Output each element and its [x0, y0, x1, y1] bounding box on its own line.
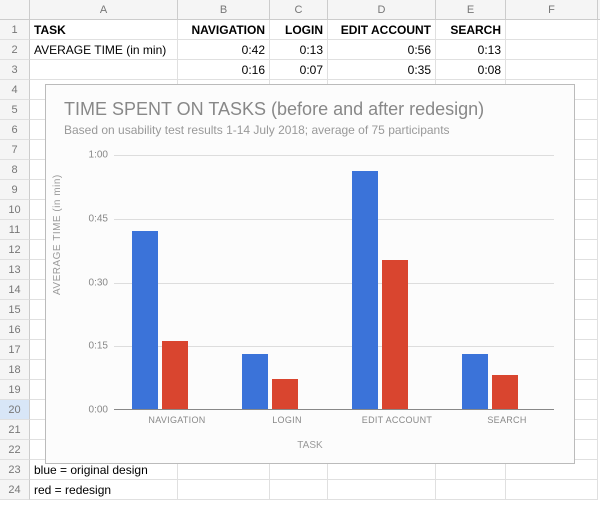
cell-A2[interactable]: AVERAGE TIME (in min) [30, 40, 178, 60]
cell-C2[interactable]: 0:13 [270, 40, 328, 60]
bar-redesign[interactable] [382, 260, 408, 409]
row-header-13[interactable]: 13 [0, 260, 30, 280]
row-header-1[interactable]: 1 [0, 20, 30, 40]
cell-F1[interactable] [506, 20, 598, 40]
row-header-19[interactable]: 19 [0, 380, 30, 400]
row-header-7[interactable]: 7 [0, 140, 30, 160]
cell-B3[interactable]: 0:16 [178, 60, 270, 80]
col-A[interactable]: A [30, 0, 178, 19]
bar-original[interactable] [132, 231, 158, 410]
cell-D2[interactable]: 0:56 [328, 40, 436, 60]
cell-F2[interactable] [506, 40, 598, 60]
row-header-21[interactable]: 21 [0, 420, 30, 440]
chart-subtitle: Based on usability test results 1-14 Jul… [64, 123, 450, 137]
cell-E24[interactable] [436, 480, 506, 500]
col-F[interactable]: F [506, 0, 598, 19]
cell-C24[interactable] [270, 480, 328, 500]
col-C[interactable]: C [270, 0, 328, 19]
cell-E2[interactable]: 0:13 [436, 40, 506, 60]
row-header-4[interactable]: 4 [0, 80, 30, 100]
row-header-3[interactable]: 3 [0, 60, 30, 80]
row-1: 1TASKNAVIGATIONLOGINEDIT ACCOUNTSEARCH [0, 20, 600, 40]
cell-C1[interactable]: LOGIN [270, 20, 328, 40]
category-label: EDIT ACCOUNT [352, 409, 442, 425]
cell-B1[interactable]: NAVIGATION [178, 20, 270, 40]
cell-F24[interactable] [506, 480, 598, 500]
row-header-2[interactable]: 2 [0, 40, 30, 60]
gridline [114, 283, 554, 284]
row-24: 24red = redesign [0, 480, 600, 500]
row-header-15[interactable]: 15 [0, 300, 30, 320]
row-header-17[interactable]: 17 [0, 340, 30, 360]
gridline [114, 219, 554, 220]
row-header-20[interactable]: 20 [0, 400, 30, 420]
col-B[interactable]: B [178, 0, 270, 19]
col-D[interactable]: D [328, 0, 436, 19]
cell-A3[interactable] [30, 60, 178, 80]
category-label: NAVIGATION [132, 409, 222, 425]
gridline [114, 155, 554, 156]
bar-redesign[interactable] [492, 375, 518, 409]
row-header-8[interactable]: 8 [0, 160, 30, 180]
y-tick-label: 0:30 [74, 277, 108, 288]
chart-plot-area: 0:000:150:300:451:00NAVIGATIONLOGINEDIT … [114, 155, 554, 410]
chart-y-axis-label: AVERAGE TIME (in min) [52, 174, 63, 295]
cell-E1[interactable]: SEARCH [436, 20, 506, 40]
chart-title: TIME SPENT ON TASKS (before and after re… [64, 99, 484, 120]
select-all-corner[interactable] [0, 0, 30, 19]
row-header-23[interactable]: 23 [0, 460, 30, 480]
bar-redesign[interactable] [272, 379, 298, 409]
row-header-10[interactable]: 10 [0, 200, 30, 220]
y-tick-label: 0:00 [74, 405, 108, 416]
column-headers: A B C D E F [0, 0, 600, 20]
cell-A24[interactable]: red = redesign [30, 480, 178, 500]
row-2: 2AVERAGE TIME (in min)0:420:130:560:13 [0, 40, 600, 60]
chart-x-axis-label: TASK [46, 440, 574, 451]
row-header-12[interactable]: 12 [0, 240, 30, 260]
row-header-5[interactable]: 5 [0, 100, 30, 120]
y-tick-label: 0:15 [74, 341, 108, 352]
spreadsheet-grid: A B C D E F 1TASKNAVIGATIONLOGINEDIT ACC… [0, 0, 600, 511]
category-label: SEARCH [462, 409, 552, 425]
category-label: LOGIN [242, 409, 332, 425]
y-tick-label: 1:00 [74, 150, 108, 161]
row-header-9[interactable]: 9 [0, 180, 30, 200]
cell-F3[interactable] [506, 60, 598, 80]
cell-D3[interactable]: 0:35 [328, 60, 436, 80]
cell-E3[interactable]: 0:08 [436, 60, 506, 80]
row-header-18[interactable]: 18 [0, 360, 30, 380]
row-header-11[interactable]: 11 [0, 220, 30, 240]
row-3: 3 0:160:070:350:08 [0, 60, 600, 80]
cell-C3[interactable]: 0:07 [270, 60, 328, 80]
cell-B2[interactable]: 0:42 [178, 40, 270, 60]
cell-B24[interactable] [178, 480, 270, 500]
cell-D1[interactable]: EDIT ACCOUNT [328, 20, 436, 40]
col-E[interactable]: E [436, 0, 506, 19]
bar-original[interactable] [462, 354, 488, 409]
cell-A1[interactable]: TASK [30, 20, 178, 40]
bar-redesign[interactable] [162, 341, 188, 409]
row-header-14[interactable]: 14 [0, 280, 30, 300]
bar-original[interactable] [352, 171, 378, 409]
cell-D24[interactable] [328, 480, 436, 500]
row-header-24[interactable]: 24 [0, 480, 30, 500]
row-header-6[interactable]: 6 [0, 120, 30, 140]
row-header-16[interactable]: 16 [0, 320, 30, 340]
y-tick-label: 0:45 [74, 213, 108, 224]
row-header-22[interactable]: 22 [0, 440, 30, 460]
bar-original[interactable] [242, 354, 268, 409]
embedded-chart[interactable]: TIME SPENT ON TASKS (before and after re… [45, 84, 575, 464]
